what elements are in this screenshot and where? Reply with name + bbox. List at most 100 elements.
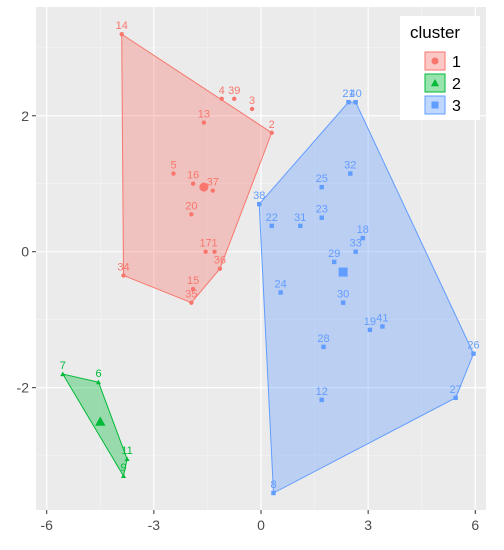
cluster-2-centroid <box>95 416 106 426</box>
legend-marker-2 <box>430 78 440 87</box>
cluster-centroids <box>95 182 348 426</box>
point-label-20: 20 <box>185 200 197 212</box>
legend-title: cluster <box>410 23 460 42</box>
point-label-41: 41 <box>376 312 388 324</box>
cluster-1-centroid <box>199 182 209 192</box>
cluster-3-point-30 <box>340 300 346 305</box>
cluster-3-point-31 <box>298 223 303 229</box>
point-label-35: 35 <box>185 289 197 301</box>
point-label-7: 7 <box>60 360 66 372</box>
point-label-33: 33 <box>350 238 362 250</box>
point-label-38: 38 <box>253 190 265 202</box>
point-label-3: 3 <box>249 95 255 107</box>
cluster-1-point-2 <box>269 130 274 135</box>
cluster-2-point-11 <box>124 456 130 462</box>
point-label-5: 5 <box>170 160 176 172</box>
point-label-16: 16 <box>187 170 199 182</box>
point-label-2: 2 <box>269 119 275 131</box>
x-tick-label: 0 <box>257 517 265 533</box>
x-axis: -6 -3 0 3 6 <box>40 510 479 533</box>
cluster-1-point-17 <box>203 249 208 254</box>
cluster-1-point-34 <box>121 273 126 278</box>
cluster-1-point-13 <box>201 120 207 125</box>
point-label-29: 29 <box>328 248 340 260</box>
cluster-1-point-3 <box>249 106 255 112</box>
point-label-31: 31 <box>294 212 306 224</box>
point-label-23: 23 <box>316 204 328 216</box>
x-tick-label: 3 <box>364 517 372 533</box>
point-label-24: 24 <box>275 278 287 290</box>
cluster-3-point-33 <box>353 249 358 254</box>
y-tick-label: -2 <box>17 380 30 396</box>
cluster-2-point-7 <box>60 371 66 377</box>
point-label-15: 15 <box>187 275 199 287</box>
point-label-26: 26 <box>467 340 479 352</box>
cluster-3-point-23 <box>319 215 324 220</box>
cluster-1-point-35 <box>189 300 194 305</box>
point-label-37: 37 <box>207 177 219 189</box>
point-label-9: 9 <box>120 462 126 474</box>
cluster-1-point-37 <box>210 188 215 193</box>
point-label-39: 39 <box>228 85 240 97</box>
cluster-1-hull <box>121 33 273 304</box>
cluster-3-point-24 <box>278 290 283 295</box>
cluster-3-point-12 <box>319 397 324 403</box>
point-label-19: 19 <box>364 316 376 328</box>
legend-label-1: 1 <box>452 54 461 71</box>
legend-label-2: 2 <box>452 76 461 93</box>
point-label-21: 21 <box>342 88 354 100</box>
cluster-3-point-41 <box>380 324 385 329</box>
point-label-27: 27 <box>450 384 462 396</box>
point-label-36: 36 <box>214 255 226 267</box>
x-tick-label: -3 <box>148 517 161 533</box>
cluster-3-point-32 <box>348 171 353 176</box>
point-label-30: 30 <box>337 289 349 301</box>
legend-marker-1 <box>431 57 439 65</box>
cluster-3-point-22 <box>269 223 274 229</box>
cluster-1-point-14 <box>119 31 124 37</box>
y-tick-label: 2 <box>21 108 29 124</box>
data-points <box>60 31 476 496</box>
cluster-1-point-5 <box>171 171 176 176</box>
point-label-13: 13 <box>198 109 210 121</box>
point-label-11: 11 <box>121 445 132 457</box>
cluster-2-point-6 <box>95 379 102 385</box>
cluster-3-point-27 <box>453 395 458 401</box>
cluster-1-point-36 <box>217 266 223 271</box>
cluster-3-point-38 <box>257 201 262 207</box>
cluster-3-point-21 <box>346 99 351 105</box>
cluster-1-point-4 <box>219 96 224 101</box>
point-label-18: 18 <box>357 224 369 236</box>
cluster-3-point-18 <box>360 235 365 241</box>
legend-marker-3 <box>431 101 439 109</box>
cluster-3-point-25 <box>319 184 324 190</box>
point-label-8: 8 <box>270 479 276 491</box>
cluster-3-point-29 <box>332 259 337 265</box>
point-label-1: 1 <box>212 238 218 250</box>
cluster-3-point-26 <box>471 351 476 356</box>
point-label-4: 4 <box>219 85 225 97</box>
cluster-1-point-39 <box>232 96 237 101</box>
cluster-1-point-20 <box>189 212 194 217</box>
point-label-14: 14 <box>116 20 128 32</box>
cluster-3-point-28 <box>321 344 326 350</box>
cluster-3-point-8 <box>271 490 276 496</box>
y-axis: -2 0 2 <box>17 108 36 396</box>
cluster-1-point-15 <box>190 286 196 292</box>
point-label-28: 28 <box>317 333 329 345</box>
cluster-3-point-19 <box>367 327 373 333</box>
point-label-6: 6 <box>95 368 101 380</box>
x-tick-label: -6 <box>40 517 53 533</box>
point-label-22: 22 <box>266 212 278 224</box>
legend-label-3: 3 <box>452 98 461 115</box>
point-label-25: 25 <box>316 173 328 185</box>
point-label-34: 34 <box>117 261 129 273</box>
point-label-40: 40 <box>350 88 362 100</box>
point-label-32: 32 <box>344 160 356 172</box>
major-gridlines <box>36 7 486 510</box>
y-tick-label: 0 <box>21 244 29 260</box>
cluster-1-point-16 <box>190 181 196 186</box>
point-label-17: 17 <box>200 238 212 250</box>
